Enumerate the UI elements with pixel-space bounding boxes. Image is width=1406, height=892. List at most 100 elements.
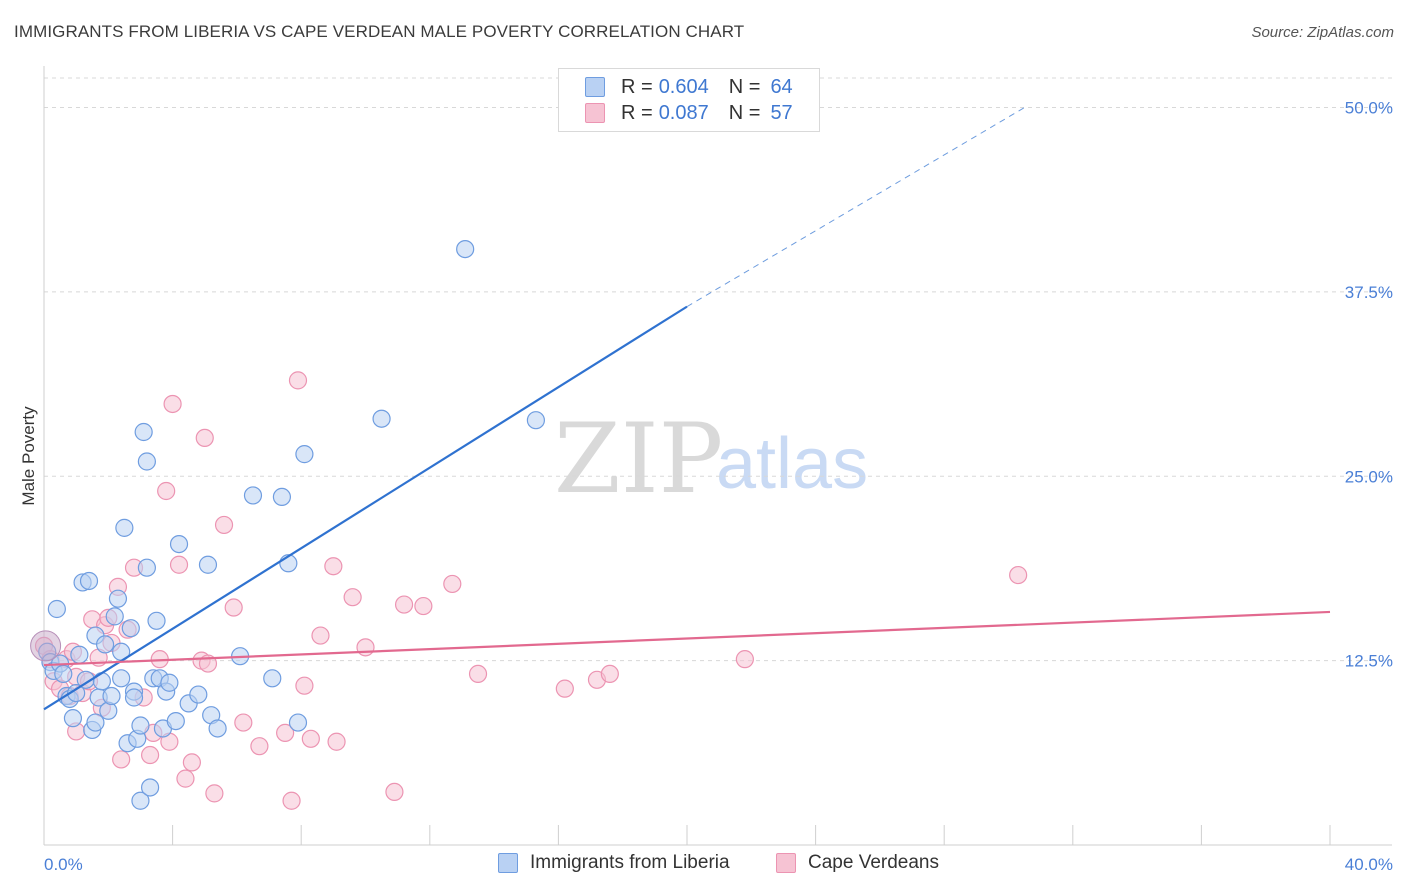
data-point xyxy=(115,518,134,537)
data-point xyxy=(137,558,156,577)
data-point xyxy=(295,676,314,695)
watermark-atlas: atlas xyxy=(716,424,868,504)
data-point xyxy=(343,588,362,607)
data-point xyxy=(311,626,330,645)
data-point xyxy=(356,638,375,657)
y-axis-label: Male Poverty xyxy=(19,406,38,506)
data-point xyxy=(555,679,574,698)
legend-swatch-blue xyxy=(498,853,518,873)
legend-label-liberia: Immigrants from Liberia xyxy=(530,852,730,873)
legend-swatch-pink xyxy=(776,853,796,873)
trend-line-liberia-extension xyxy=(686,107,1025,308)
data-point xyxy=(443,574,462,594)
data-point xyxy=(735,650,754,669)
data-point xyxy=(198,555,218,574)
data-point xyxy=(99,701,118,720)
data-point xyxy=(288,713,308,732)
tick-labels: 12.5% 25.0% 37.5% 50.0% 0.0% 40.0% xyxy=(44,99,1393,875)
legend-label-cape-verdeans: Cape Verdeans xyxy=(808,852,939,873)
grid-lines xyxy=(44,77,1392,662)
legend-r-value: 0.604 xyxy=(658,75,709,98)
data-point xyxy=(301,729,320,748)
data-point xyxy=(195,428,214,447)
data-point xyxy=(112,669,131,688)
data-point xyxy=(214,515,234,535)
data-point xyxy=(288,371,308,390)
data-point xyxy=(385,782,404,802)
legend-row-liberia: R = 0.604 N = 64 xyxy=(585,74,793,100)
data-point xyxy=(79,571,99,591)
data-point xyxy=(205,784,224,803)
data-point xyxy=(54,664,73,684)
legend-r-value: 0.087 xyxy=(658,101,709,124)
chart-title: IMMIGRANTS FROM LIBERIA VS CAPE VERDEAN … xyxy=(14,22,745,41)
data-point xyxy=(468,664,488,684)
data-point xyxy=(243,486,263,505)
legend-n-value: 57 xyxy=(770,101,793,124)
data-point xyxy=(295,445,314,464)
data-point xyxy=(121,619,140,638)
trend-line-liberia xyxy=(43,305,688,711)
data-point xyxy=(327,732,346,751)
data-point xyxy=(169,555,189,574)
data-point xyxy=(176,769,195,788)
data-point xyxy=(102,686,121,706)
y-tick-label: 12.5% xyxy=(1345,652,1393,671)
legend-n-label: N = xyxy=(728,101,761,124)
legend-n-label: N = xyxy=(728,75,761,98)
data-point xyxy=(140,778,160,797)
data-point xyxy=(147,611,166,630)
watermark-zip: ZIP xyxy=(554,403,723,515)
legend-n-value: 64 xyxy=(770,75,793,98)
data-point xyxy=(250,737,269,756)
data-point xyxy=(108,589,128,608)
data-point xyxy=(70,645,89,664)
data-point xyxy=(456,240,475,259)
data-point xyxy=(160,673,179,692)
legend-item-liberia[interactable]: Immigrants from Liberia xyxy=(498,852,730,874)
data-point xyxy=(95,635,115,654)
data-point xyxy=(169,534,189,554)
data-point xyxy=(526,411,545,430)
legend-swatch-pink xyxy=(585,103,605,123)
data-point xyxy=(140,745,160,765)
data-point xyxy=(166,711,185,731)
legend-row-cape-verdeans: R = 0.087 N = 57 xyxy=(585,100,793,126)
data-point xyxy=(131,791,150,810)
trend-line-cape-verdeans xyxy=(43,610,1331,667)
data-point xyxy=(47,599,66,619)
data-point xyxy=(131,716,150,735)
data-point xyxy=(263,669,282,688)
data-point xyxy=(276,723,295,743)
data-point xyxy=(137,452,156,471)
x-tick-label: 0.0% xyxy=(44,855,83,874)
data-point xyxy=(189,685,208,704)
series-cape-verdeans xyxy=(34,371,1028,810)
data-point xyxy=(272,487,292,506)
data-point xyxy=(63,709,83,728)
data-point xyxy=(208,719,227,738)
data-point xyxy=(600,664,619,684)
watermark: ZIP atlas xyxy=(554,403,868,515)
source-label: Source: ZipAtlas.com xyxy=(1251,24,1394,41)
data-point xyxy=(134,422,153,442)
legend-r-label: R = xyxy=(621,75,653,98)
data-point xyxy=(324,557,343,576)
x-tick-label: 40.0% xyxy=(1345,855,1393,874)
legend-item-cape-verdeans[interactable]: Cape Verdeans xyxy=(776,852,939,874)
series-liberia xyxy=(30,240,545,810)
y-tick-label: 50.0% xyxy=(1345,99,1393,118)
axes xyxy=(43,66,1392,846)
trend-lines xyxy=(43,107,1331,711)
data-point xyxy=(1009,565,1028,585)
data-point xyxy=(105,607,124,626)
data-point xyxy=(92,672,111,691)
legend-r-label: R = xyxy=(621,101,653,124)
legend-swatch-blue xyxy=(585,77,605,97)
stats-legend: R = 0.604 N = 64 R = 0.087 N = 57 xyxy=(558,68,820,132)
data-point xyxy=(182,753,201,772)
data-point xyxy=(224,598,243,617)
data-point xyxy=(234,713,253,732)
data-point-cluster xyxy=(30,630,62,662)
